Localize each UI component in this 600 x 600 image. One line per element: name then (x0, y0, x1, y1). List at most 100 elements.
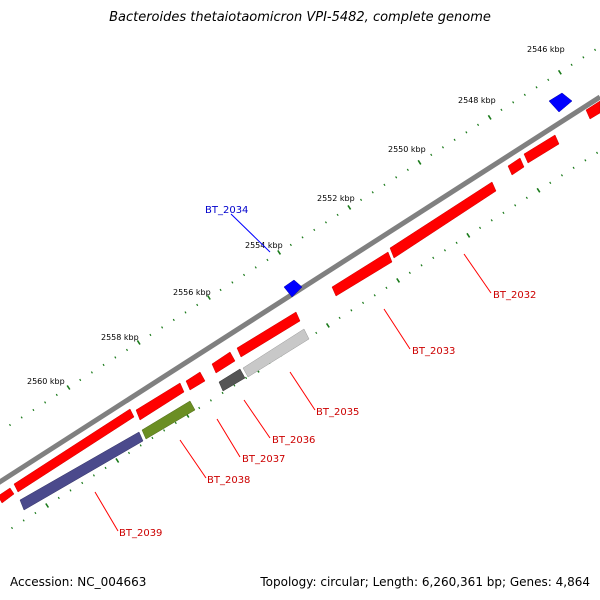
ruler-minor-tick (549, 181, 552, 185)
ruler-minor-tick (81, 481, 84, 485)
ruler-minor-tick (523, 93, 526, 97)
ruler-major-tick (45, 503, 50, 508)
ruler-major-tick (136, 339, 141, 345)
ruler-label: 2546 kbp (527, 45, 565, 54)
ruler-minor-tick (125, 348, 129, 352)
ruler-minor-tick (490, 219, 493, 222)
ruler-minor-tick (55, 393, 58, 397)
ruler-minor-tick (525, 196, 528, 200)
ruler-minor-tick (455, 241, 458, 245)
ruler-minor-tick (266, 258, 269, 262)
ruler-minor-tick (315, 331, 318, 335)
ruler-minor-tick (547, 78, 550, 82)
gene-feature-red[interactable] (331, 251, 393, 297)
gene-feature-red[interactable] (0, 487, 15, 504)
ruler-label: 2552 kbp (317, 194, 355, 203)
ruler-label: 2558 kbp (101, 333, 139, 342)
ruler-minor-tick (338, 316, 341, 320)
ruler-minor-tick (219, 288, 222, 292)
ruler-minor-tick (465, 131, 468, 134)
ruler-minor-tick (242, 273, 246, 277)
ruler-minor-tick (22, 519, 25, 522)
ruler-minor-tick (10, 526, 14, 530)
ruler-minor-tick (361, 301, 365, 305)
ruler-minor-tick (420, 264, 423, 267)
ruler-minor-tick (184, 311, 187, 314)
ruler-minor-tick (324, 221, 327, 224)
ruler-minor-tick (149, 333, 152, 337)
gene-feature-olive[interactable] (141, 400, 196, 440)
gene-feature-red[interactable] (185, 371, 206, 391)
ruler-label: 2548 kbp (458, 96, 496, 105)
gene-feature-dark-gray[interactable] (218, 368, 246, 392)
gene-label-bt2033[interactable]: BT_2033 (412, 346, 455, 357)
ruler-minor-tick (430, 153, 433, 157)
gene-feature-red[interactable] (236, 311, 301, 358)
ruler-major-tick (487, 114, 492, 120)
ruler-minor-tick (57, 496, 60, 500)
ruler-minor-tick (514, 204, 517, 207)
ruler-minor-tick (570, 63, 573, 67)
ruler-minor-tick (432, 256, 435, 260)
ruler-minor-tick (512, 101, 515, 104)
ruler-minor-tick (385, 286, 388, 290)
label-connectors (94, 213, 492, 532)
ruler-minor-tick (313, 228, 316, 232)
ruler-minor-tick (500, 108, 503, 112)
ruler-minor-tick (151, 436, 154, 440)
ruler-minor-tick (478, 226, 482, 230)
ruler-label: 2560 kbp (27, 377, 65, 386)
label-line-bt2032 (463, 253, 492, 294)
ruler-minor-tick (301, 236, 304, 239)
ruler-minor-tick (32, 408, 35, 412)
gene-feature-red[interactable] (585, 100, 600, 120)
gene-label-bt2034[interactable]: BT_2034 (205, 205, 248, 216)
ruler-minor-tick (350, 309, 353, 312)
ruler-minor-tick (20, 416, 23, 419)
gene-feature-red[interactable] (13, 408, 135, 493)
gene-label-bt2038[interactable]: BT_2038 (207, 475, 250, 486)
gene-feature-red[interactable] (523, 134, 560, 164)
label-line-bt2037 (216, 418, 241, 458)
ruler-major-tick (66, 385, 71, 390)
gene-feature-light-gray[interactable] (242, 328, 310, 378)
gene-label-bt2037[interactable]: BT_2037 (242, 454, 285, 465)
gene-feature-slate-blue[interactable] (19, 431, 144, 511)
ruler-major-tick (417, 159, 422, 165)
ruler-minor-tick (79, 378, 82, 382)
ruler-minor-tick (161, 326, 164, 329)
ruler-minor-tick (336, 213, 339, 217)
label-line-bt2034 (230, 213, 271, 253)
ruler-minor-tick (90, 371, 93, 374)
gene-feature-red[interactable] (389, 181, 497, 259)
gene-label-bt2039[interactable]: BT_2039 (119, 528, 162, 539)
ruler-minor-tick (476, 123, 480, 127)
ruler-major-tick (536, 187, 541, 193)
gene-feature-red[interactable] (211, 351, 236, 374)
ruler-minor-tick (383, 183, 386, 187)
gene-feature-blue[interactable] (548, 92, 573, 113)
label-line-bt2035 (289, 371, 316, 411)
ruler-minor-tick (406, 168, 409, 172)
gene-label-bt2036[interactable]: BT_2036 (272, 435, 315, 446)
gene-feature-red[interactable] (135, 382, 185, 421)
label-line-bt2039 (94, 491, 119, 532)
ruler-minor-tick (163, 429, 166, 432)
ruler-minor-tick (92, 474, 95, 477)
ruler-minor-tick (395, 176, 398, 179)
gene-feature-blue[interactable] (283, 279, 303, 298)
ruler-minor-tick (139, 444, 142, 447)
ruler-minor-tick (172, 318, 175, 322)
ruler-minor-tick (535, 86, 538, 89)
ruler-minor-tick (595, 151, 599, 155)
gene-feature-red[interactable] (507, 157, 525, 176)
accession-text: Accession: NC_004663 (10, 575, 147, 589)
gene-label-bt2035[interactable]: BT_2035 (316, 407, 359, 418)
gene-label-bt2032[interactable]: BT_2032 (493, 290, 536, 301)
ruler-minor-tick (44, 401, 47, 404)
ruler-minor-tick (582, 56, 585, 59)
label-line-bt2038 (179, 439, 207, 479)
ruler-label: 2556 kbp (173, 288, 211, 297)
ruler-minor-tick (198, 406, 201, 410)
